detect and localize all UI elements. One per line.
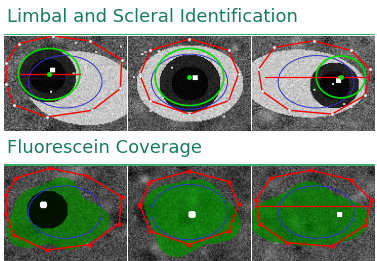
Point [137, 74, 143, 78]
Point [368, 198, 374, 202]
Point [147, 48, 153, 52]
Point [116, 221, 122, 226]
Point [236, 203, 242, 207]
Point [286, 108, 292, 112]
Point [89, 108, 95, 112]
Point [50, 34, 56, 38]
Point [284, 241, 290, 245]
Point [137, 204, 143, 209]
Point [236, 72, 242, 76]
Point [3, 193, 9, 197]
Point [271, 45, 277, 50]
Point [147, 99, 153, 103]
Point [226, 48, 232, 52]
Point [87, 242, 93, 247]
Point [226, 99, 232, 103]
Point [186, 242, 192, 247]
Point [87, 39, 93, 43]
Point [44, 248, 50, 252]
Point [44, 115, 50, 119]
Point [117, 86, 123, 91]
Point [226, 180, 232, 184]
Point [311, 39, 317, 43]
Point [329, 244, 335, 248]
Point [253, 198, 259, 202]
Point [186, 37, 192, 41]
Point [11, 103, 17, 107]
Point [186, 112, 192, 116]
Text: Fluorescein Coverage: Fluorescein Coverage [7, 139, 202, 157]
Point [362, 223, 368, 228]
Point [226, 229, 232, 233]
Point [11, 233, 17, 237]
Point [137, 72, 143, 76]
Point [137, 203, 143, 207]
Point [15, 41, 21, 46]
Point [3, 61, 9, 65]
Point [268, 176, 274, 180]
Point [186, 169, 192, 173]
Point [3, 81, 9, 86]
Point [84, 174, 90, 178]
Point [147, 180, 153, 184]
Point [119, 58, 125, 62]
Point [329, 112, 335, 116]
Point [308, 168, 314, 172]
Point [259, 89, 265, 93]
Point [13, 176, 19, 180]
Point [147, 229, 153, 233]
Point [119, 195, 125, 199]
Point [256, 67, 262, 72]
Point [3, 212, 9, 216]
Point [48, 166, 54, 170]
Text: Limbal and Scleral Identification: Limbal and Scleral Identification [7, 8, 297, 26]
Point [362, 93, 368, 97]
Point [257, 221, 263, 226]
Point [367, 67, 373, 72]
Point [348, 48, 354, 52]
Point [348, 178, 354, 182]
